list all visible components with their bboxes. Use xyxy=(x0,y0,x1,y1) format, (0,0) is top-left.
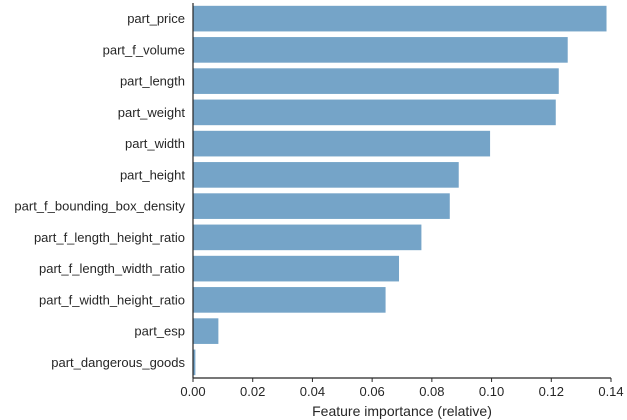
category-label: part_esp xyxy=(134,324,185,339)
category-label: part_f_bounding_box_density xyxy=(14,199,185,214)
x-tick-label: 0.08 xyxy=(419,384,444,399)
category-label: part_price xyxy=(127,11,185,26)
category-label: part_f_volume xyxy=(103,42,185,57)
bar-part-width xyxy=(193,130,491,157)
category-label: part_length xyxy=(120,74,185,89)
bar-part-f-volume xyxy=(193,37,568,63)
bar-part-esp xyxy=(193,318,219,344)
bar-part-height xyxy=(193,162,459,188)
bar-part-dangerous-goods xyxy=(193,349,196,376)
bar-part-price xyxy=(193,5,607,32)
x-tick-label: 0.12 xyxy=(539,384,564,399)
category-label: part_height xyxy=(120,167,185,182)
bar-part-f-length-height-ratio xyxy=(193,224,422,251)
bar-part-length xyxy=(193,68,559,94)
x-ticks-group: 0.00 0.02 0.04 0.06 0.08 0.10 0.12 0.14 xyxy=(180,378,624,399)
category-label: part_weight xyxy=(118,105,186,120)
x-tick-label: 0.00 xyxy=(180,384,205,399)
x-tick-label: 0.02 xyxy=(240,384,265,399)
bar-part-f-length-width-ratio xyxy=(193,255,400,282)
category-label: part_width xyxy=(125,136,185,151)
bar-part-weight xyxy=(193,99,556,126)
bars-group xyxy=(193,5,607,376)
x-tick-label: 0.10 xyxy=(479,384,504,399)
category-label: part_f_width_height_ratio xyxy=(39,292,185,307)
x-tick-label: 0.06 xyxy=(359,384,384,399)
category-label: part_f_length_height_ratio xyxy=(34,230,185,245)
category-label: part_dangerous_goods xyxy=(51,355,185,370)
category-labels-group: part_price part_f_volume part_length part_w… xyxy=(14,11,185,370)
x-tick-label: 0.04 xyxy=(300,384,325,399)
bar-part-f-width-height-ratio xyxy=(193,287,386,313)
category-label: part_f_length_width_ratio xyxy=(39,261,185,276)
x-tick-label: 0.14 xyxy=(598,384,623,399)
x-axis-label: Feature importance (relative) xyxy=(312,403,492,419)
bar-part-f-bounding-box-density xyxy=(193,193,450,219)
